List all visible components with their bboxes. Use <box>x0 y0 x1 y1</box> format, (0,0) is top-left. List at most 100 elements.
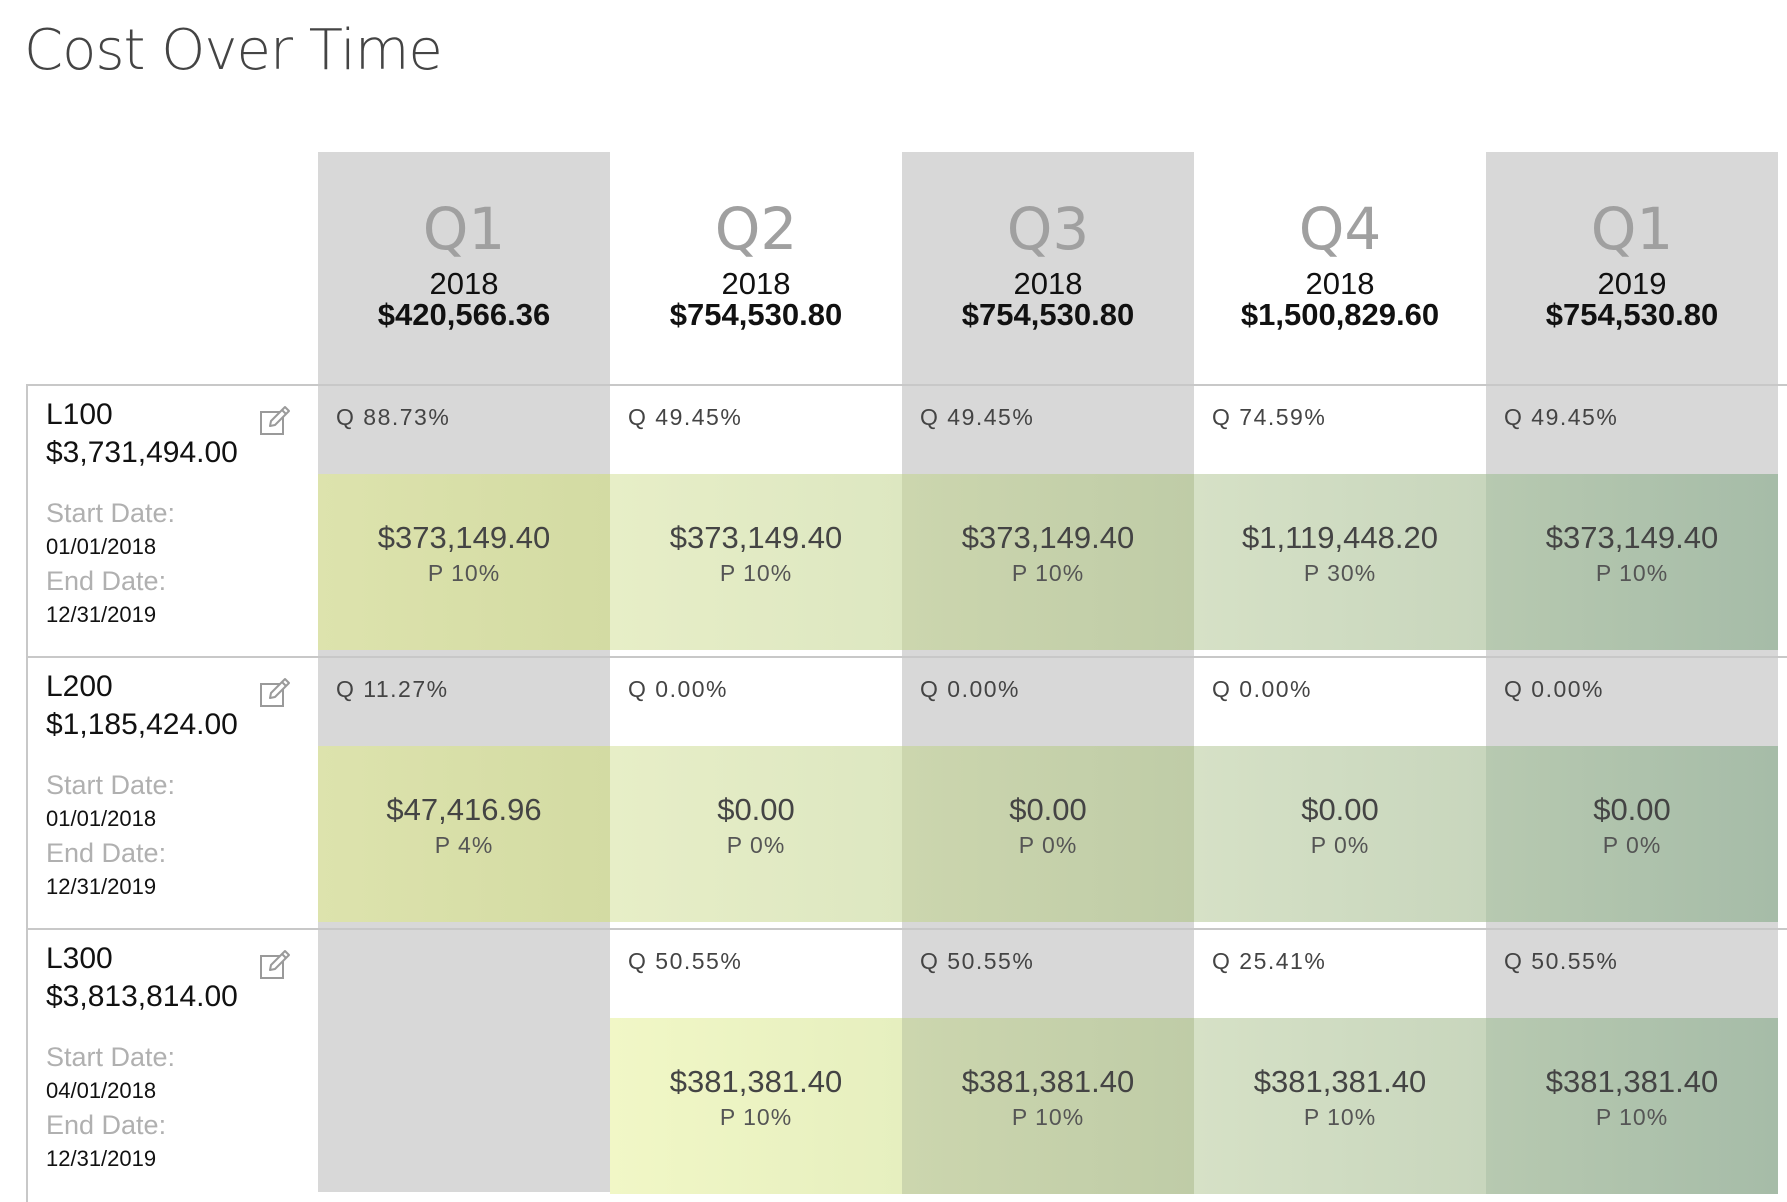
cost-cell[interactable]: $1,119,448.20 P 30% <box>1194 474 1486 650</box>
quarter-year: 2018 <box>721 266 791 301</box>
quarter-header: Q4 2018 $1,500,829.60 <box>1194 200 1486 330</box>
cost-cell[interactable]: $47,416.96 P 4% <box>318 746 610 922</box>
cost-value: $373,149.40 <box>961 520 1135 555</box>
quarter-percent: Q 50.55% <box>628 948 743 974</box>
end-date-label: End Date: <box>46 1110 167 1140</box>
period-percent: P 10% <box>1595 560 1669 586</box>
period-percent: P 0% <box>726 832 786 858</box>
cost-value: $0.00 <box>1593 792 1671 827</box>
period-percent: P 10% <box>1303 1104 1377 1130</box>
cost-value: $47,416.96 <box>386 792 542 827</box>
quarter-label: Q4 <box>1298 195 1382 263</box>
quarter-percent: Q 0.00% <box>1212 676 1312 702</box>
cost-cell[interactable]: $0.00 P 0% <box>610 746 902 922</box>
period-percent: P 10% <box>1595 1104 1669 1130</box>
quarter-year: 2019 <box>1597 266 1667 301</box>
quarter-percent: Q 0.00% <box>1504 676 1604 702</box>
cost-value: $1,119,448.20 <box>1242 520 1438 555</box>
row-label-cell: L100 $3,731,494.00 Start Date: 01/01/2018 En… <box>28 386 318 656</box>
cost-cell[interactable]: $0.00 P 0% <box>1486 746 1778 922</box>
line-item-amount: $1,185,424.00 <box>46 708 238 741</box>
quarter-header: Q1 2019 $754,530.80 <box>1486 200 1778 330</box>
cost-value: $0.00 <box>717 792 795 827</box>
line-item-code: L100 <box>46 398 113 431</box>
cost-value: $381,381.40 <box>961 1064 1135 1099</box>
quarter-percent: Q 0.00% <box>920 676 1020 702</box>
period-percent: P 4% <box>434 832 494 858</box>
row-border <box>26 656 1787 930</box>
start-date-label: Start Date: <box>46 1042 176 1072</box>
quarter-header: Q2 2018 $754,530.80 <box>610 200 902 330</box>
cost-cell[interactable]: $373,149.40 P 10% <box>610 474 902 650</box>
start-date-value: 04/01/2018 <box>46 1078 157 1103</box>
cost-value: $373,149.40 <box>669 520 843 555</box>
edit-icon[interactable] <box>258 404 292 438</box>
cost-value: $0.00 <box>1301 792 1379 827</box>
quarter-header: Q1 2018 $420,566.36 <box>318 200 610 330</box>
quarter-percent: Q 25.41% <box>1212 948 1327 974</box>
quarter-total: $1,500,829.60 <box>1240 297 1440 332</box>
start-date-value: 01/01/2018 <box>46 534 157 559</box>
cost-cell[interactable]: $381,381.40 P 10% <box>610 1018 902 1194</box>
quarter-percent: Q 49.45% <box>920 404 1035 430</box>
quarter-header: Q3 2018 $754,530.80 <box>902 200 1194 330</box>
column-shade <box>318 152 610 1192</box>
quarter-percent: Q 11.27% <box>336 676 449 702</box>
period-percent: P 10% <box>719 1104 793 1130</box>
quarter-percent: Q 88.73% <box>336 404 451 430</box>
cost-cell[interactable]: $0.00 P 0% <box>1194 746 1486 922</box>
quarter-percent: Q 49.45% <box>628 404 743 430</box>
cost-cell[interactable]: $381,381.40 P 10% <box>1486 1018 1778 1194</box>
quarter-year: 2018 <box>1305 266 1375 301</box>
period-percent: P 0% <box>1602 832 1662 858</box>
period-percent: P 10% <box>427 560 501 586</box>
quarter-total: $754,530.80 <box>961 297 1135 332</box>
cost-cell[interactable]: $373,149.40 P 10% <box>902 474 1194 650</box>
row-label-cell: L300 $3,813,814.00 Start Date: 04/01/2018 En… <box>28 930 318 1200</box>
row-label-cell: L200 $1,185,424.00 Start Date: 01/01/2018 En… <box>28 658 318 928</box>
row-border <box>26 384 1787 658</box>
quarter-label: Q3 <box>1006 195 1090 263</box>
quarter-percent: Q 50.55% <box>1504 948 1619 974</box>
cost-value: $373,149.40 <box>377 520 551 555</box>
end-date-value: 12/31/2019 <box>46 1146 157 1171</box>
start-date-label: Start Date: <box>46 498 176 528</box>
quarter-total: $754,530.80 <box>669 297 843 332</box>
page-title: Cost Over Time <box>24 18 443 83</box>
end-date-label: End Date: <box>46 566 167 596</box>
period-percent: P 0% <box>1310 832 1370 858</box>
quarter-total: $754,530.80 <box>1545 297 1719 332</box>
end-date-value: 12/31/2019 <box>46 602 157 627</box>
line-item-amount: $3,731,494.00 <box>46 436 238 469</box>
cost-cell[interactable]: $373,149.40 P 10% <box>1486 474 1778 650</box>
quarter-label: Q1 <box>422 195 506 263</box>
edit-icon[interactable] <box>258 948 292 982</box>
end-date-label: End Date: <box>46 838 167 868</box>
line-item-amount: $3,813,814.00 <box>46 980 238 1013</box>
quarter-percent: Q 49.45% <box>1504 404 1619 430</box>
quarter-percent: Q 74.59% <box>1212 404 1327 430</box>
cost-cell[interactable]: $373,149.40 P 10% <box>318 474 610 650</box>
cost-cell[interactable]: $381,381.40 P 10% <box>1194 1018 1486 1194</box>
quarter-year: 2018 <box>429 266 499 301</box>
period-percent: P 10% <box>719 560 793 586</box>
period-percent: P 10% <box>1011 560 1085 586</box>
cost-value: $0.00 <box>1009 792 1087 827</box>
quarter-percent: Q 0.00% <box>628 676 728 702</box>
period-percent: P 0% <box>1018 832 1078 858</box>
cost-cell[interactable]: $381,381.40 P 10% <box>902 1018 1194 1194</box>
quarter-year: 2018 <box>1013 266 1083 301</box>
cost-value: $373,149.40 <box>1545 520 1719 555</box>
period-percent: P 10% <box>1011 1104 1085 1130</box>
period-percent: P 30% <box>1303 560 1377 586</box>
edit-icon[interactable] <box>258 676 292 710</box>
cost-cell[interactable]: $0.00 P 0% <box>902 746 1194 922</box>
cost-value: $381,381.40 <box>1253 1064 1427 1099</box>
quarter-total: $420,566.36 <box>377 297 551 332</box>
cost-value: $381,381.40 <box>1545 1064 1719 1099</box>
start-date-label: Start Date: <box>46 770 176 800</box>
quarter-label: Q1 <box>1590 195 1674 263</box>
cost-value: $381,381.40 <box>669 1064 843 1099</box>
end-date-value: 12/31/2019 <box>46 874 157 899</box>
